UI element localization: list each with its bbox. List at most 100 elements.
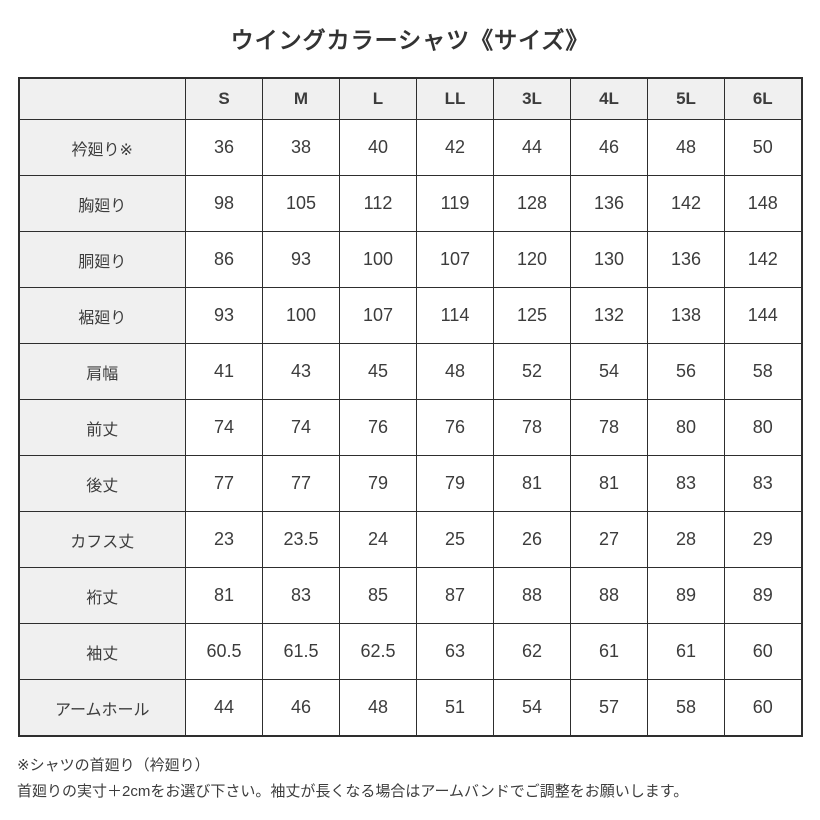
table-row: 袖丈 60.5 61.5 62.5 63 62 61 61 60 bbox=[18, 623, 802, 680]
table-cell: 26 bbox=[493, 511, 571, 568]
row-label: 後丈 bbox=[18, 455, 186, 512]
table-cell: 78 bbox=[570, 399, 648, 456]
table-cell: 56 bbox=[647, 343, 725, 400]
table-cell: 60 bbox=[724, 679, 802, 737]
column-header-4L: 4L bbox=[570, 77, 648, 120]
table-cell: 77 bbox=[185, 455, 263, 512]
row-label: 胸廻り bbox=[18, 175, 186, 232]
table-cell: 138 bbox=[647, 287, 725, 344]
table-cell: 105 bbox=[262, 175, 340, 232]
table-cell: 112 bbox=[339, 175, 417, 232]
table-cell: 83 bbox=[647, 455, 725, 512]
table-cell: 107 bbox=[416, 231, 494, 288]
table-cell: 114 bbox=[416, 287, 494, 344]
column-header-M: M bbox=[262, 77, 340, 120]
table-cell: 89 bbox=[647, 567, 725, 624]
table-cell: 144 bbox=[724, 287, 802, 344]
table-cell: 77 bbox=[262, 455, 340, 512]
row-label: アームホール bbox=[18, 679, 186, 737]
table-cell: 98 bbox=[185, 175, 263, 232]
table-cell: 81 bbox=[185, 567, 263, 624]
table-row: 胸廻り 98 105 112 119 128 136 142 148 bbox=[18, 175, 802, 232]
table-row: 後丈 77 77 79 79 81 81 83 83 bbox=[18, 455, 802, 512]
row-label: 袖丈 bbox=[18, 623, 186, 680]
table-cell: 76 bbox=[416, 399, 494, 456]
corner-cell bbox=[18, 77, 186, 120]
table-cell: 61 bbox=[570, 623, 648, 680]
table-cell: 119 bbox=[416, 175, 494, 232]
table-cell: 74 bbox=[185, 399, 263, 456]
table-row: 肩幅 41 43 45 48 52 54 56 58 bbox=[18, 343, 802, 400]
table-row: アームホール 44 46 48 51 54 57 58 60 bbox=[18, 679, 802, 737]
table-cell: 24 bbox=[339, 511, 417, 568]
table-cell: 81 bbox=[493, 455, 571, 512]
row-label: カフス丈 bbox=[18, 511, 186, 568]
table-cell: 48 bbox=[416, 343, 494, 400]
table-cell: 83 bbox=[724, 455, 802, 512]
table-row: カフス丈 23 23.5 24 25 26 27 28 29 bbox=[18, 511, 802, 568]
row-label: 肩幅 bbox=[18, 343, 186, 400]
table-cell: 88 bbox=[570, 567, 648, 624]
table-cell: 125 bbox=[493, 287, 571, 344]
table-cell: 44 bbox=[493, 119, 571, 176]
table-cell: 36 bbox=[185, 119, 263, 176]
table-cell: 120 bbox=[493, 231, 571, 288]
row-label: 裾廻り bbox=[18, 287, 186, 344]
row-label: 前丈 bbox=[18, 399, 186, 456]
footnote-sizing-advice: 首廻りの実寸＋2cmをお選び下さい。袖丈が長くなる場合はアームバンドでご調整をお… bbox=[17, 783, 689, 800]
table-row: 胴廻り 86 93 100 107 120 130 136 142 bbox=[18, 231, 802, 288]
table-cell: 62 bbox=[493, 623, 571, 680]
table-cell: 80 bbox=[647, 399, 725, 456]
table-cell: 80 bbox=[724, 399, 802, 456]
footnote-collar-note: ※シャツの首廻り（衿廻り） bbox=[17, 757, 210, 774]
column-header-LL: LL bbox=[416, 77, 494, 120]
table-row: 裄丈 81 83 85 87 88 88 89 89 bbox=[18, 567, 802, 624]
column-header-6L: 6L bbox=[724, 77, 802, 120]
table-cell: 23 bbox=[185, 511, 263, 568]
table-cell: 29 bbox=[724, 511, 802, 568]
table-cell: 132 bbox=[570, 287, 648, 344]
table-cell: 50 bbox=[724, 119, 802, 176]
table-cell: 38 bbox=[262, 119, 340, 176]
table-cell: 61 bbox=[647, 623, 725, 680]
table-cell: 148 bbox=[724, 175, 802, 232]
table-cell: 57 bbox=[570, 679, 648, 737]
column-header-3L: 3L bbox=[493, 77, 571, 120]
table-cell: 58 bbox=[647, 679, 725, 737]
table-cell: 45 bbox=[339, 343, 417, 400]
column-header-5L: 5L bbox=[647, 77, 725, 120]
table-cell: 54 bbox=[570, 343, 648, 400]
table-cell: 86 bbox=[185, 231, 263, 288]
table-cell: 42 bbox=[416, 119, 494, 176]
size-table-header-row: S M L LL 3L 4L 5L 6L bbox=[18, 77, 802, 120]
table-cell: 93 bbox=[185, 287, 263, 344]
table-cell: 136 bbox=[647, 231, 725, 288]
table-row: 裾廻り 93 100 107 114 125 132 138 144 bbox=[18, 287, 802, 344]
table-cell: 46 bbox=[570, 119, 648, 176]
table-cell: 74 bbox=[262, 399, 340, 456]
table-cell: 40 bbox=[339, 119, 417, 176]
table-cell: 130 bbox=[570, 231, 648, 288]
table-cell: 87 bbox=[416, 567, 494, 624]
column-header-S: S bbox=[185, 77, 263, 120]
table-cell: 23.5 bbox=[262, 511, 340, 568]
table-cell: 48 bbox=[647, 119, 725, 176]
table-cell: 43 bbox=[262, 343, 340, 400]
table-cell: 107 bbox=[339, 287, 417, 344]
table-cell: 61.5 bbox=[262, 623, 340, 680]
table-cell: 142 bbox=[724, 231, 802, 288]
table-cell: 46 bbox=[262, 679, 340, 737]
size-table-body: 衿廻り※ 36 38 40 42 44 46 48 50 胸廻り 98 105 112 119 128 136… bbox=[18, 119, 802, 737]
table-cell: 128 bbox=[493, 175, 571, 232]
table-cell: 79 bbox=[416, 455, 494, 512]
size-table-header: S M L LL 3L 4L 5L 6L bbox=[18, 77, 802, 120]
table-cell: 79 bbox=[339, 455, 417, 512]
table-cell: 28 bbox=[647, 511, 725, 568]
table-cell: 60 bbox=[724, 623, 802, 680]
table-cell: 136 bbox=[570, 175, 648, 232]
column-header-L: L bbox=[339, 77, 417, 120]
table-cell: 83 bbox=[262, 567, 340, 624]
table-cell: 62.5 bbox=[339, 623, 417, 680]
row-label: 裄丈 bbox=[18, 567, 186, 624]
